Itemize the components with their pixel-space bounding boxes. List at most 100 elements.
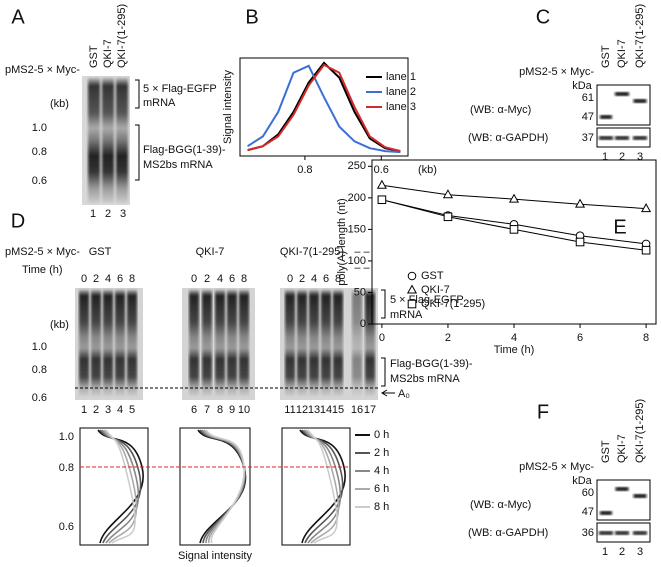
lane-number: 4 [117, 404, 123, 416]
gel-lane [333, 290, 343, 396]
lane-number: 11 [284, 404, 295, 416]
mw-marker: 37 [582, 132, 594, 144]
blot [596, 479, 651, 521]
lane-number: 12 [296, 404, 308, 416]
x-tick-label: 0.8 [297, 164, 312, 176]
gel-lane [116, 78, 128, 203]
legend-label: 6 h [374, 483, 389, 495]
lane-label: QKI-7 [616, 434, 628, 463]
band [599, 531, 613, 535]
legend-label: GST [421, 270, 444, 282]
lane-number: 3 [120, 208, 126, 220]
lane-number: 2 [93, 404, 99, 416]
gel-lane [215, 290, 225, 396]
mw-marker: 60 [582, 487, 594, 499]
time-point: 0 [287, 273, 293, 285]
lane-number: 3 [105, 404, 111, 416]
x-tick-label: 0 [379, 332, 385, 344]
marker [442, 189, 454, 199]
gel-lane [352, 290, 362, 396]
gel-lane [297, 290, 307, 396]
lane-number: 2 [619, 546, 625, 558]
time-point: 2 [93, 273, 99, 285]
control-label: – – [354, 246, 370, 258]
lane-number: 1 [602, 151, 608, 163]
blot-label: (WB: α-Myc) [470, 499, 531, 511]
annotation: MS2bs mRNA [390, 373, 460, 385]
time-point: 4 [217, 273, 223, 285]
profile-curve [105, 429, 136, 544]
bracket [135, 124, 140, 181]
legend-label: lane 3 [386, 101, 416, 113]
y-tick-label: 150 [348, 223, 366, 235]
panel-label: A [11, 6, 25, 28]
mw-marker: 47 [582, 506, 594, 518]
panel-label: D [11, 210, 25, 232]
gel-lane [115, 290, 125, 396]
annotation: MS2bs mRNA [143, 159, 213, 171]
prefix: pMS2-5 × Myc- [519, 461, 594, 473]
annotation: Flag-BGG(1-39)- [143, 144, 226, 156]
prefix: pMS2-5 × Myc- [519, 66, 594, 78]
size-label: 0.8 [59, 462, 74, 474]
y-tick-label: 200 [348, 192, 366, 204]
time-point: 6 [229, 273, 235, 285]
lane-label: QKI-7(1-295) [634, 4, 646, 68]
lane-label: QKI-7 [102, 39, 114, 68]
marker [377, 195, 387, 205]
mw-marker: 36 [582, 527, 594, 539]
lane-number: 1 [81, 404, 87, 416]
mw-marker: 47 [582, 111, 594, 123]
lane-number: 7 [204, 404, 210, 416]
arrow [381, 389, 395, 397]
lane-label: QKI-7(1-295) [634, 399, 646, 463]
marker [508, 193, 520, 203]
panel-label: C [536, 6, 550, 28]
gel-lane [88, 78, 100, 203]
gel-lane [79, 290, 89, 396]
band [615, 136, 629, 140]
lane-number: 2 [619, 151, 625, 163]
lane-number: 3 [637, 546, 643, 558]
lane-number: 9 [229, 404, 235, 416]
lane-label: QKI-7(1-295) [116, 4, 128, 68]
group-label: QKI-7 [196, 246, 225, 258]
profile-frame [281, 427, 351, 546]
legend-label: 0 h [374, 429, 389, 441]
time-point: 6 [117, 273, 123, 285]
time-point: 6 [323, 273, 329, 285]
legend-marker [406, 284, 418, 294]
bracket [381, 357, 386, 387]
line [247, 64, 401, 154]
time-point: 2 [204, 273, 210, 285]
y-axis-label: poly(A) length (nt) [336, 198, 348, 285]
lane-number: 16 [351, 404, 363, 416]
x-tick-label: 6 [577, 332, 583, 344]
size-label: 0.6 [32, 175, 47, 187]
lane-number: 8 [217, 404, 223, 416]
plot-frame [239, 57, 409, 157]
mw-unit: kDa [572, 80, 592, 92]
y-axis-label: Signal intensity [222, 70, 234, 144]
lane-number: 14 [320, 404, 332, 416]
band [615, 92, 629, 96]
legend-marker [407, 271, 417, 281]
prefix: pMS2-5 × Myc- [5, 64, 80, 76]
size-label: 0.6 [59, 521, 74, 533]
blot-label: (WB: α-Myc) [470, 104, 531, 116]
marker [641, 245, 651, 255]
legend-label: QKI-7(1-295) [421, 298, 485, 310]
legend-label: 4 h [374, 465, 389, 477]
gel-lane [189, 290, 199, 396]
gel-lane [202, 290, 212, 396]
legend-label: 8 h [374, 501, 389, 513]
lane-number: 17 [364, 404, 376, 416]
mw-unit: kDa [572, 475, 592, 487]
y-tick-label: 250 [348, 160, 366, 172]
marker [376, 179, 387, 189]
band [600, 115, 612, 119]
gel-lane [103, 290, 113, 396]
lane-number: 10 [238, 404, 250, 416]
profile-frame [179, 427, 251, 546]
